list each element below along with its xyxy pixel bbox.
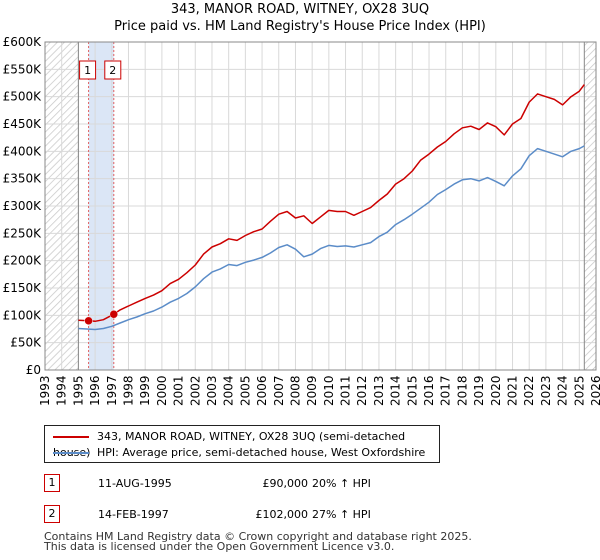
x-tick-label: 2014 [389, 375, 403, 406]
transaction-price: £90,000 [262, 477, 309, 490]
chart-subtitle: Price paid vs. HM Land Registry's House … [114, 19, 486, 34]
x-tick-label: 1994 [55, 375, 69, 406]
x-tick-label: 2025 [572, 375, 586, 406]
footer-line-2: This data is licensed under the Open Gov… [44, 540, 395, 553]
x-tick-label: 2016 [422, 375, 436, 406]
y-tick-label: £100K [3, 308, 43, 322]
transaction-badge: 2 [44, 505, 60, 523]
x-tick-label: 2006 [255, 375, 269, 406]
legend-swatch-hpi [53, 452, 89, 454]
sale-badge-box [104, 60, 122, 80]
sale-point [109, 309, 119, 319]
x-tick-label: 1995 [71, 375, 85, 406]
legend-label-property: 343, MANOR ROAD, WITNEY, OX28 3UQ (semi-… [53, 430, 406, 459]
sale-point [84, 316, 93, 326]
sale-badge-label: 1 [84, 64, 91, 77]
x-tick-label: 1996 [88, 375, 102, 406]
y-tick-label: £0 [26, 363, 41, 377]
x-tick-label: 1998 [121, 375, 135, 406]
x-tick-label: 1999 [138, 375, 152, 406]
x-tick-label: 2007 [272, 375, 286, 406]
x-tick-label: 2009 [305, 375, 319, 406]
footer: Contains HM Land Registry data © Crown c… [44, 530, 472, 553]
transaction-hpi: 20% ↑ HPI [312, 477, 371, 490]
sale-badge-box [79, 60, 97, 80]
x-tick-label: 2000 [155, 375, 169, 406]
x-tick-label: 1997 [105, 375, 119, 406]
y-tick-label: £400K [3, 144, 43, 158]
x-tick-label: 2005 [238, 375, 252, 406]
legend-label-hpi: HPI: Average price, semi-detached house,… [97, 446, 426, 459]
x-tick-label: 2021 [506, 375, 520, 406]
x-tick-label: 2001 [172, 375, 186, 406]
x-tick-label: 2002 [188, 375, 202, 406]
y-tick-label: £50K [10, 336, 42, 350]
footer-line-1: Contains HM Land Registry data © Crown c… [44, 530, 472, 543]
sale-badge-label: 2 [109, 64, 116, 77]
y-tick-label: £350K [3, 172, 43, 186]
transaction-hpi: 27% ↑ HPI [312, 508, 371, 521]
x-tick-label: 2011 [339, 375, 353, 406]
legend-swatch-property [53, 436, 89, 438]
price-chart: 1 2 £0 £50K £100K £150K £200K £250K £300K £350K £… [3, 35, 600, 406]
legend-item-property: 343, MANOR ROAD, WITNEY, OX28 3UQ (semi-… [53, 429, 439, 459]
x-tick-label: 1993 [38, 375, 52, 406]
y-tick-label: £200K [3, 254, 43, 268]
x-tick-label: 2013 [372, 375, 386, 406]
y-tick-label: £250K [3, 226, 43, 240]
x-tick-label: 2017 [439, 375, 453, 406]
x-tick-label: 2020 [489, 375, 503, 406]
x-tick-label: 2010 [322, 375, 336, 406]
x-tick-label: 2015 [405, 375, 419, 406]
y-tick-label: £550K [3, 62, 43, 76]
legend: 343, MANOR ROAD, WITNEY, OX28 3UQ (semi-… [44, 425, 440, 463]
y-tick-label: £300K [3, 199, 43, 213]
x-tick-label: 2004 [222, 375, 236, 406]
plot-frame [44, 41, 597, 371]
transaction-row: 1 11-AUG-1995 £90,000 20% ↑ HPI [44, 474, 564, 494]
transaction-date: 11-AUG-1995 [98, 477, 172, 490]
transaction-badge: 1 [44, 474, 60, 492]
y-tick-label: £150K [3, 281, 43, 295]
y-tick-label: £500K [3, 90, 43, 104]
y-tick-label: £450K [3, 117, 43, 131]
x-tick-label: 2019 [472, 375, 486, 406]
series-line-property [78, 84, 585, 323]
x-tick-label: 2008 [288, 375, 302, 406]
x-tick-label: 2003 [205, 375, 219, 406]
x-tick-label: 2012 [355, 375, 369, 406]
transaction-price: £102,000 [255, 508, 309, 521]
chart-title: 343, MANOR ROAD, WITNEY, OX28 3UQ [170, 2, 430, 17]
x-tick-label: 2018 [455, 375, 469, 406]
legend-item-hpi: HPI: Average price, semi-detached house,… [53, 445, 425, 461]
series-line-hpi [78, 145, 585, 331]
x-tick-label: 2022 [522, 375, 536, 406]
transaction-row: 2 14-FEB-1997 £102,000 27% ↑ HPI [44, 505, 564, 525]
x-tick-label: 2026 [589, 375, 600, 406]
x-tick-label: 2024 [556, 375, 570, 406]
y-tick-label: £600K [3, 35, 43, 49]
transaction-date: 14-FEB-1997 [98, 508, 169, 521]
x-tick-label: 2023 [539, 375, 553, 406]
